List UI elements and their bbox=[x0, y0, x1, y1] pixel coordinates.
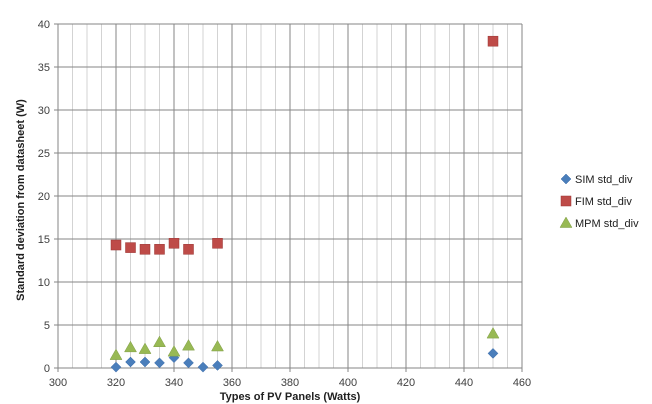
x-tick-label: 360 bbox=[223, 377, 241, 389]
data-point-mpm-std-div bbox=[182, 339, 195, 351]
data-point-fim-std-div bbox=[487, 35, 499, 47]
axes bbox=[54, 23, 523, 372]
legend-marker-sim-std-div bbox=[560, 173, 572, 185]
data-point-fim-std-div bbox=[139, 244, 151, 255]
y-tick-label: 40 bbox=[38, 19, 50, 31]
x-tick-label: 440 bbox=[455, 377, 473, 389]
data-point-mpm-std-div bbox=[124, 340, 137, 353]
data-point-sim-std-div bbox=[139, 356, 151, 368]
y-tick-label: 30 bbox=[38, 105, 50, 117]
data-points bbox=[109, 35, 500, 373]
legend-label-mpm-std-div: MPM std_div bbox=[575, 218, 639, 230]
tick-labels: 0 5 10 15 20 25 30 35 40 300 320 340 360 380 400 420 440… bbox=[38, 19, 531, 389]
x-tick-label: 300 bbox=[49, 377, 67, 389]
x-tick-label: 380 bbox=[281, 377, 299, 389]
data-point-sim-std-div bbox=[183, 357, 194, 369]
data-point-mpm-std-div bbox=[138, 342, 152, 354]
data-point-fim-std-div bbox=[125, 242, 136, 253]
legend-marker-fim-std-div bbox=[560, 195, 572, 207]
legend-label-fim-std-div: FIM std_div bbox=[575, 196, 632, 208]
x-tick-label: 320 bbox=[107, 377, 125, 389]
y-tick-label: 25 bbox=[38, 148, 50, 160]
y-tick-label: 10 bbox=[38, 277, 50, 289]
x-tick-label: 400 bbox=[339, 377, 357, 389]
y-axis-title: Standard deviation from datasheet (W) bbox=[15, 99, 27, 301]
data-point-mpm-std-div bbox=[211, 339, 224, 352]
x-tick-label: 460 bbox=[513, 377, 531, 389]
x-tick-label: 340 bbox=[165, 377, 183, 389]
data-point-mpm-std-div bbox=[167, 345, 181, 357]
data-point-mpm-std-div bbox=[153, 335, 166, 347]
legend-label-sim-std-div: SIM std_div bbox=[575, 174, 633, 186]
data-point-fim-std-div bbox=[110, 239, 122, 251]
data-point-sim-std-div bbox=[212, 360, 223, 371]
y-tick-label: 35 bbox=[38, 62, 50, 74]
data-point-mpm-std-div bbox=[109, 348, 123, 360]
legend: SIM std_div FIM std_div MPM std_div bbox=[559, 173, 639, 230]
data-point-sim-std-div bbox=[125, 356, 136, 368]
y-tick-label: 5 bbox=[44, 320, 50, 332]
x-tick-label: 420 bbox=[397, 377, 415, 389]
data-point-mpm-std-div bbox=[486, 327, 500, 339]
data-point-sim-std-div bbox=[487, 348, 499, 359]
data-point-fim-std-div bbox=[183, 244, 194, 255]
data-point-fim-std-div bbox=[154, 244, 165, 255]
y-tick-label: 0 bbox=[44, 363, 50, 375]
legend-marker-mpm-std-div bbox=[559, 216, 573, 228]
data-point-fim-std-div bbox=[168, 238, 180, 249]
data-point-sim-std-div bbox=[110, 361, 122, 373]
data-point-sim-std-div bbox=[154, 357, 165, 369]
data-point-sim-std-div bbox=[197, 361, 209, 373]
grid bbox=[58, 23, 523, 368]
data-point-fim-std-div bbox=[212, 238, 223, 249]
x-axis-title: Types of PV Panels (Watts) bbox=[220, 391, 361, 403]
y-tick-label: 20 bbox=[38, 191, 50, 203]
y-tick-label: 15 bbox=[38, 234, 50, 246]
